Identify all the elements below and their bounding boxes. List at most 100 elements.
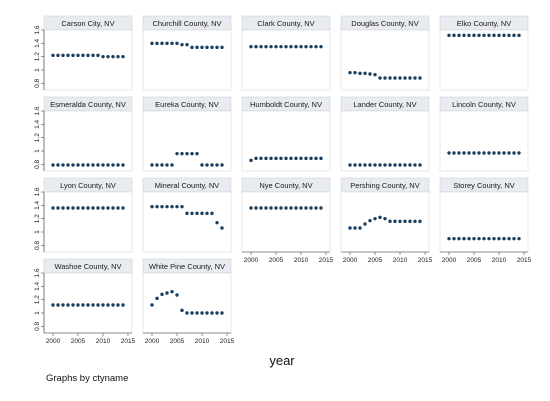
y-tick-label: 1.4 xyxy=(34,119,41,128)
data-point xyxy=(121,206,125,210)
panel-title: Elko County, NV xyxy=(457,19,511,28)
y-tick-label: 0.8 xyxy=(34,159,41,168)
panel-title: Nye County, NV xyxy=(259,181,312,190)
data-point xyxy=(482,236,486,241)
x-tick-label: 2015 xyxy=(319,257,334,264)
data-point xyxy=(160,292,164,297)
data-point xyxy=(254,206,258,210)
x-tick-label: 2005 xyxy=(269,257,284,264)
data-point xyxy=(398,163,402,167)
data-point xyxy=(319,156,323,161)
plot-area xyxy=(43,110,133,172)
data-point xyxy=(507,236,511,241)
data-point xyxy=(165,291,169,295)
panel-title: White Pine County, NV xyxy=(149,262,225,271)
data-point xyxy=(111,163,115,167)
data-point xyxy=(472,151,476,155)
data-point xyxy=(91,163,95,167)
data-point xyxy=(160,41,164,46)
data-point xyxy=(205,211,209,216)
y-tick-label: 1 xyxy=(34,149,41,153)
data-point xyxy=(180,308,184,313)
data-point xyxy=(383,76,387,80)
data-point xyxy=(452,236,456,241)
panel-title: Esmeralda County, NV xyxy=(50,100,126,109)
panel-title: Lyon County, NV xyxy=(60,181,116,190)
data-point xyxy=(190,211,194,216)
data-point xyxy=(289,206,293,210)
data-point xyxy=(398,219,402,224)
data-point xyxy=(180,204,184,209)
data-point xyxy=(76,53,80,58)
data-point xyxy=(304,206,308,210)
data-point xyxy=(86,163,90,167)
data-point xyxy=(175,41,179,46)
data-point xyxy=(249,206,253,210)
y-tick-label: 1.2 xyxy=(34,214,41,223)
panel-title: Pershing County, NV xyxy=(350,181,419,190)
data-point xyxy=(477,151,481,155)
data-point xyxy=(56,303,60,307)
panel-title: Lincoln County, NV xyxy=(452,100,516,109)
data-point xyxy=(497,33,501,38)
panel: Carson City, NV 0.8 1 1.2 1.4 1.6 xyxy=(34,15,133,91)
data-point xyxy=(160,204,164,209)
data-point xyxy=(487,33,491,38)
data-point xyxy=(220,163,224,167)
data-point xyxy=(51,206,55,210)
data-point xyxy=(190,45,194,50)
data-point xyxy=(289,44,293,49)
data-point xyxy=(403,76,407,80)
data-point xyxy=(269,44,273,49)
data-point xyxy=(180,42,184,47)
data-point xyxy=(96,206,100,210)
y-tick-label: 1 xyxy=(34,68,41,72)
data-point xyxy=(294,206,298,210)
plot-area xyxy=(241,191,331,253)
panels-layer: Carson City, NV 0.8 1 1.2 1.4 1.6 Churchill Co… xyxy=(34,15,532,345)
data-point xyxy=(170,289,174,294)
data-point xyxy=(155,296,159,301)
data-point xyxy=(215,311,219,315)
data-point xyxy=(195,151,199,156)
data-point xyxy=(309,44,313,49)
data-point xyxy=(279,44,283,49)
data-point xyxy=(319,206,323,210)
data-point xyxy=(299,156,303,161)
panel-title: Humboldt County, NV xyxy=(250,100,322,109)
data-point xyxy=(205,45,209,50)
data-point xyxy=(363,163,367,167)
data-point xyxy=(403,163,407,167)
panel-title: Washoe County, NV xyxy=(54,262,121,271)
data-point xyxy=(378,76,382,80)
data-point xyxy=(517,236,521,241)
data-point xyxy=(472,236,476,241)
data-point xyxy=(299,206,303,210)
panel-title: Eureka County, NV xyxy=(155,100,219,109)
data-point xyxy=(101,163,105,167)
data-point xyxy=(210,45,214,50)
data-point xyxy=(71,206,75,210)
data-point xyxy=(457,33,461,38)
x-tick-label: 2015 xyxy=(517,257,532,264)
x-tick-label: 2010 xyxy=(294,257,309,264)
data-point xyxy=(314,156,318,161)
data-point xyxy=(81,303,85,307)
x-tick-label: 2000 xyxy=(343,257,358,264)
data-point xyxy=(254,44,258,49)
data-point xyxy=(205,163,209,167)
panel: Churchill County, NV xyxy=(142,15,232,91)
data-point xyxy=(512,33,516,38)
data-point xyxy=(200,45,204,50)
plot-area xyxy=(340,110,430,172)
data-point xyxy=(274,206,278,210)
data-point xyxy=(106,54,110,59)
y-tick-label: 1.6 xyxy=(34,25,41,34)
plot-area xyxy=(439,110,529,172)
data-point xyxy=(388,219,392,224)
data-point xyxy=(116,54,120,59)
data-point xyxy=(111,303,115,307)
data-point xyxy=(150,163,154,167)
data-point xyxy=(66,163,70,167)
data-point xyxy=(116,303,120,307)
